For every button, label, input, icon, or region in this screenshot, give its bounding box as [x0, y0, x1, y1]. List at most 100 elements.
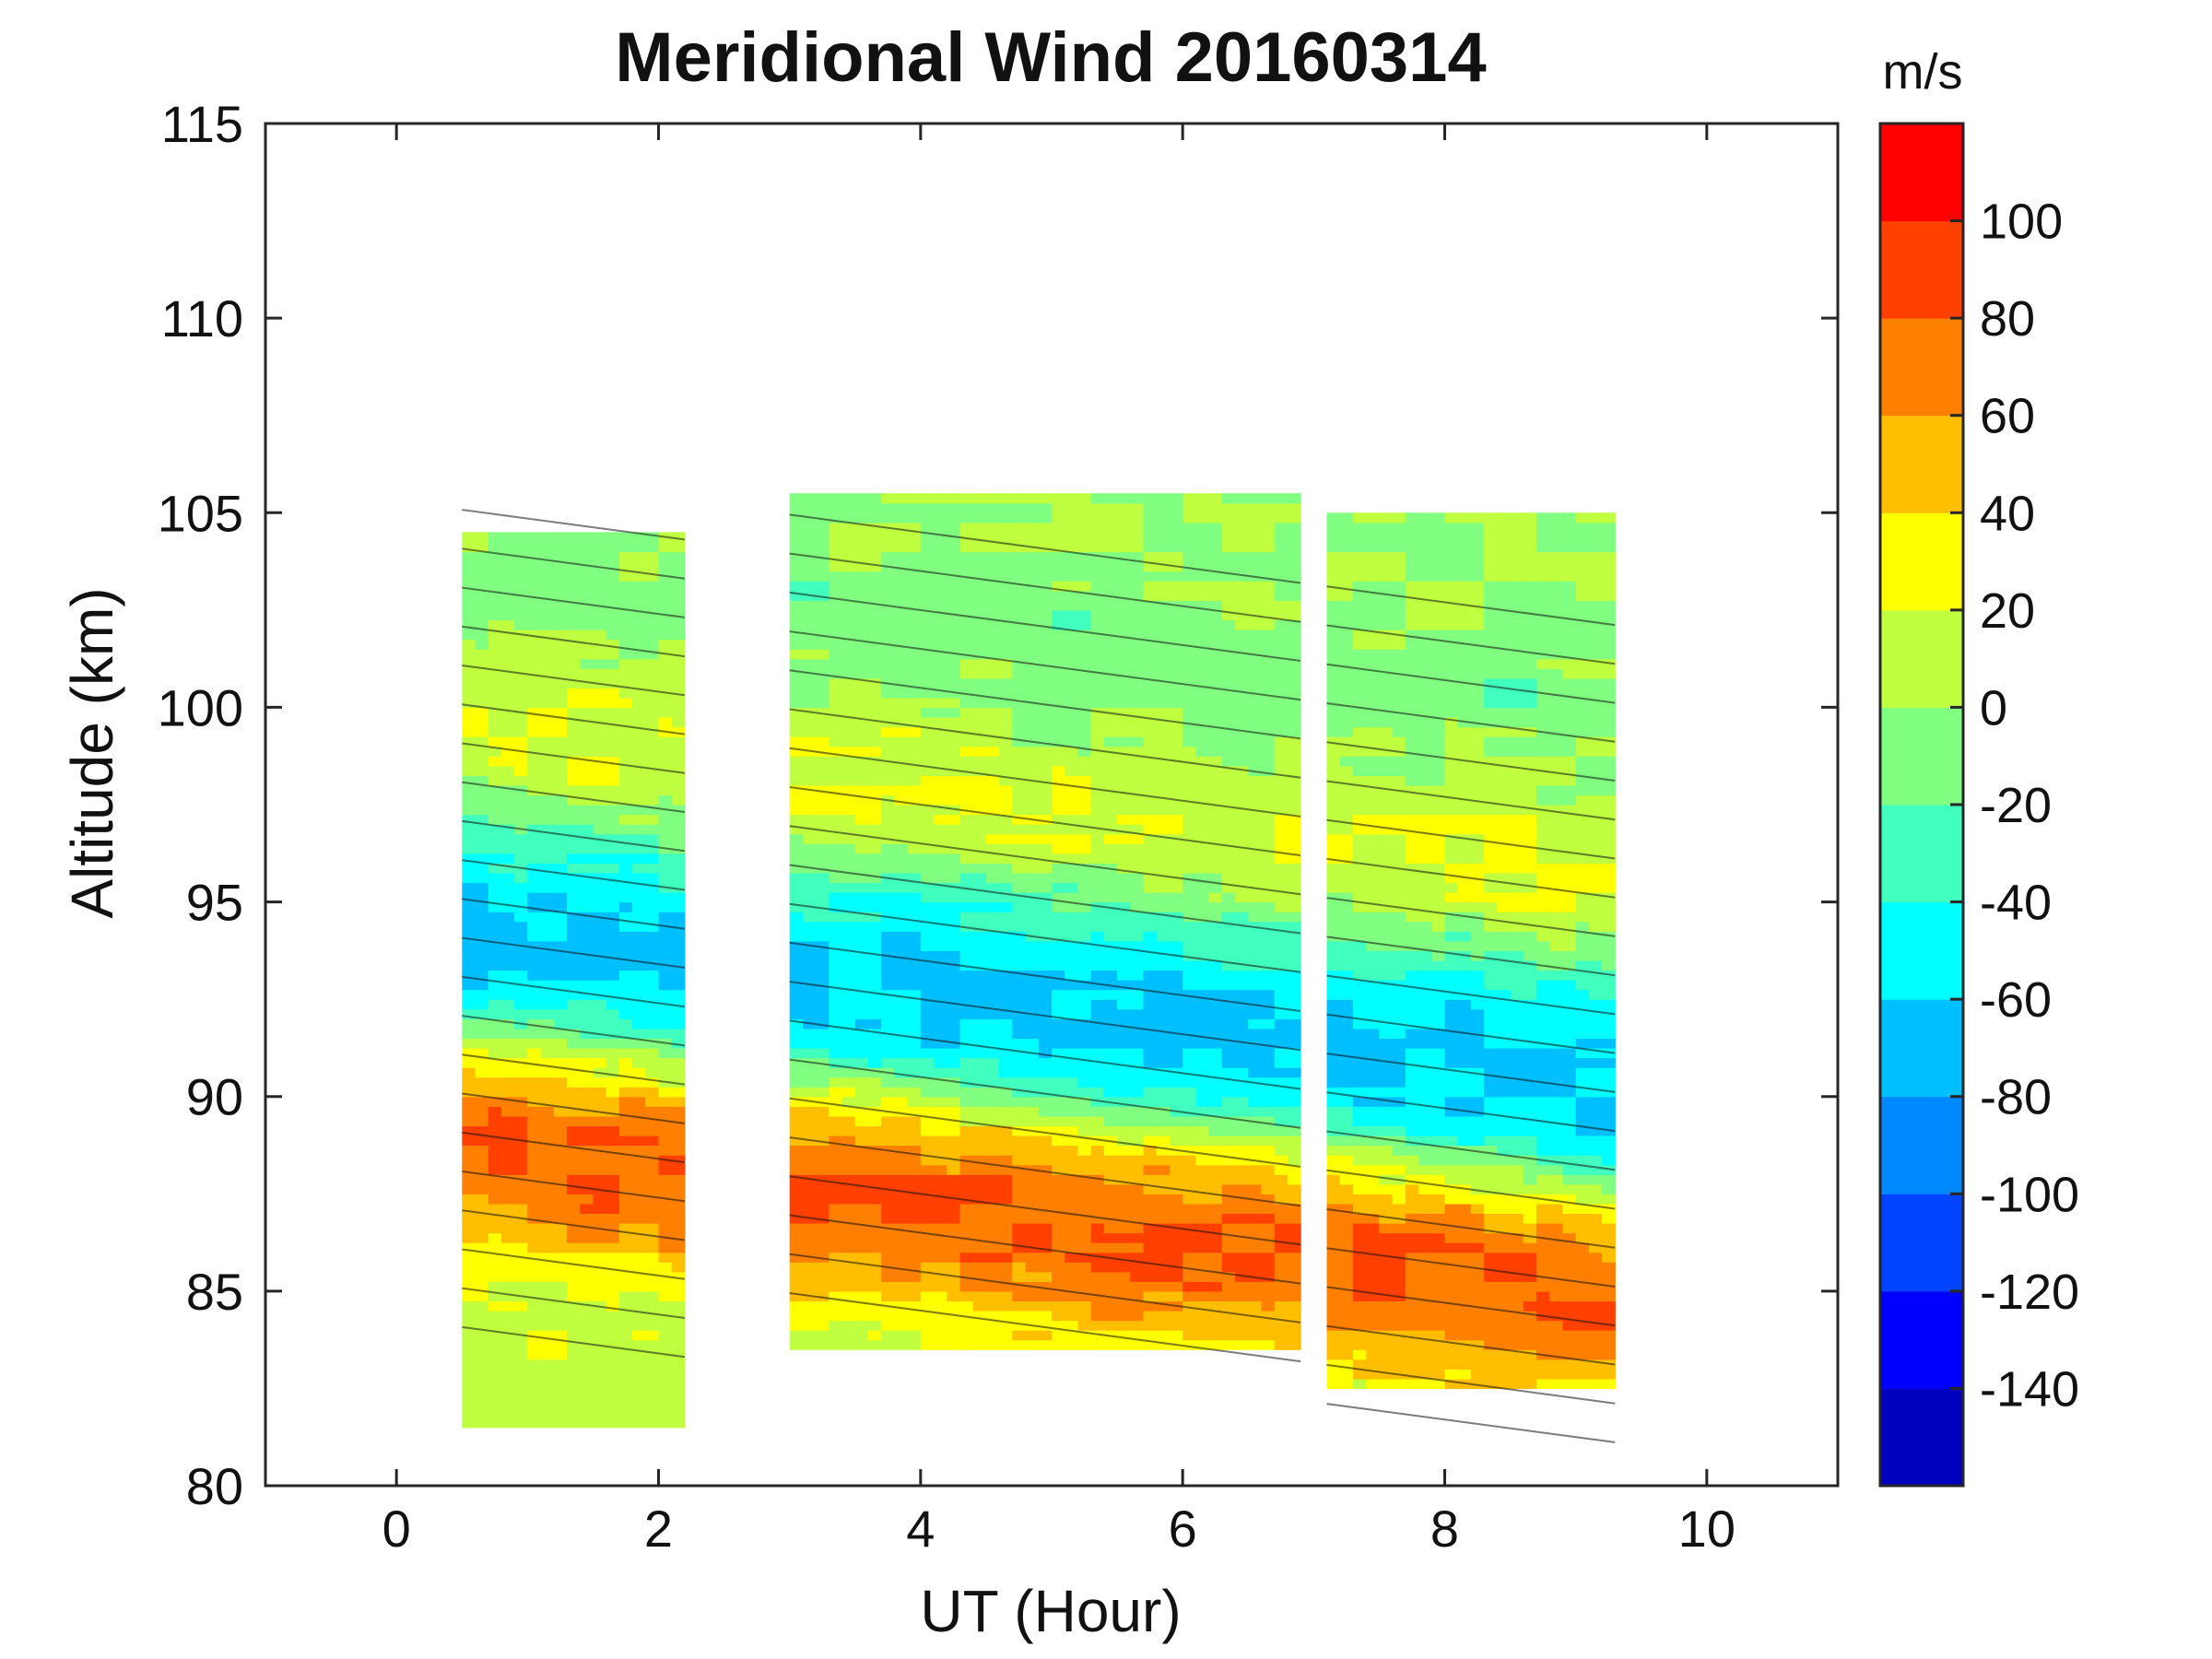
wind-cell [1025, 863, 1040, 874]
wind-cell [1025, 901, 1040, 912]
wind-cell [1221, 824, 1236, 835]
wind-cell [1130, 512, 1145, 524]
wind-cell [829, 1330, 843, 1341]
wind-cell [580, 882, 594, 893]
wind-cell [1130, 931, 1145, 942]
wind-cell [618, 600, 633, 611]
wind-cell [1130, 639, 1145, 650]
wind-cell [1287, 1311, 1301, 1322]
wind-cell [894, 609, 909, 621]
wind-cell [1156, 824, 1171, 835]
wind-cell [789, 833, 804, 844]
wind-cell [1117, 843, 1131, 854]
wind-cell [816, 736, 830, 747]
wind-cell [816, 912, 830, 923]
wind-cell [907, 959, 922, 971]
wind-cell [1077, 1330, 1092, 1341]
wind-cell [500, 1183, 515, 1194]
wind-cell [829, 736, 843, 747]
wind-cell [1274, 999, 1288, 1010]
wind-cell [868, 989, 882, 1000]
wind-cell [606, 600, 620, 611]
wind-cell [934, 775, 947, 786]
wind-cell [580, 1330, 594, 1341]
wind-cell [1208, 551, 1223, 562]
wind-cell [567, 950, 581, 961]
wind-cell [500, 824, 515, 835]
wind-cell [920, 1330, 935, 1341]
wind-cell [645, 1252, 660, 1263]
wind-cell [1156, 1252, 1171, 1263]
wind-cell [868, 1281, 882, 1292]
wind-cell [854, 989, 869, 1000]
wind-cell [1221, 668, 1236, 679]
wind-cell [1117, 1290, 1131, 1302]
wind-cell [567, 989, 581, 1000]
wind-cell [1077, 522, 1092, 533]
wind-cell [567, 1281, 581, 1292]
wind-cell [1130, 726, 1145, 737]
wind-cell [618, 551, 633, 562]
wind-cell [1025, 765, 1040, 776]
wind-cell [1038, 1281, 1053, 1292]
wind-cell [972, 940, 987, 951]
wind-cell [1117, 697, 1131, 709]
wind-cell [1170, 746, 1183, 757]
wind-cell [789, 1271, 804, 1282]
wind-cell [1012, 1087, 1027, 1098]
wind-cell [1221, 649, 1236, 660]
wind-cell [1143, 571, 1158, 582]
wind-cell [500, 1252, 515, 1263]
wind-cell [632, 853, 646, 864]
wind-cell [868, 794, 882, 806]
wind-cell [500, 931, 515, 942]
wind-cell [1170, 1155, 1183, 1166]
wind-cell [1248, 912, 1263, 923]
wind-cell [671, 1369, 686, 1380]
wind-cell [606, 775, 620, 786]
wind-cell [1195, 892, 1210, 903]
wind-cell [1065, 629, 1078, 641]
wind-cell [999, 726, 1013, 737]
wind-cell [854, 775, 869, 786]
wind-cell [462, 1213, 477, 1224]
wind-cell [854, 639, 869, 650]
wind-cell [1090, 522, 1105, 533]
wind-cell [593, 629, 607, 641]
wind-cell [645, 1300, 660, 1312]
wind-cell [593, 814, 607, 825]
wind-cell [1025, 959, 1040, 971]
wind-cell [841, 697, 856, 709]
wind-cell [1065, 717, 1078, 728]
wind-cell [999, 1320, 1013, 1331]
wind-cell [1143, 1174, 1158, 1185]
wind-cell [645, 1194, 660, 1205]
wind-cell [947, 1300, 961, 1312]
wind-cell [920, 493, 935, 504]
wind-cell [1077, 609, 1092, 621]
wind-cell [1090, 1047, 1105, 1059]
wind-cell [658, 853, 673, 864]
wind-cell [894, 571, 909, 582]
wind-cell [934, 1028, 947, 1039]
wind-cell [1090, 600, 1105, 611]
wind-cell [868, 1213, 882, 1224]
wind-cell [1065, 1106, 1078, 1117]
wind-cell [1117, 512, 1131, 524]
wind-cell [1012, 581, 1027, 592]
wind-cell [985, 1096, 1000, 1107]
wind-cell [500, 980, 515, 991]
wind-cell [841, 1213, 856, 1224]
wind-cell [1274, 571, 1288, 582]
wind-cell [475, 882, 489, 893]
wind-cell [894, 892, 909, 903]
wind-cell [1052, 639, 1065, 650]
wind-cell [567, 1300, 581, 1312]
wind-cell [567, 600, 581, 611]
wind-cell [1274, 784, 1288, 796]
wind-cell [920, 726, 935, 737]
wind-cell [1235, 970, 1249, 981]
wind-cell [1103, 959, 1118, 971]
wind-cell [1077, 1271, 1092, 1282]
wind-cell [1195, 561, 1210, 572]
